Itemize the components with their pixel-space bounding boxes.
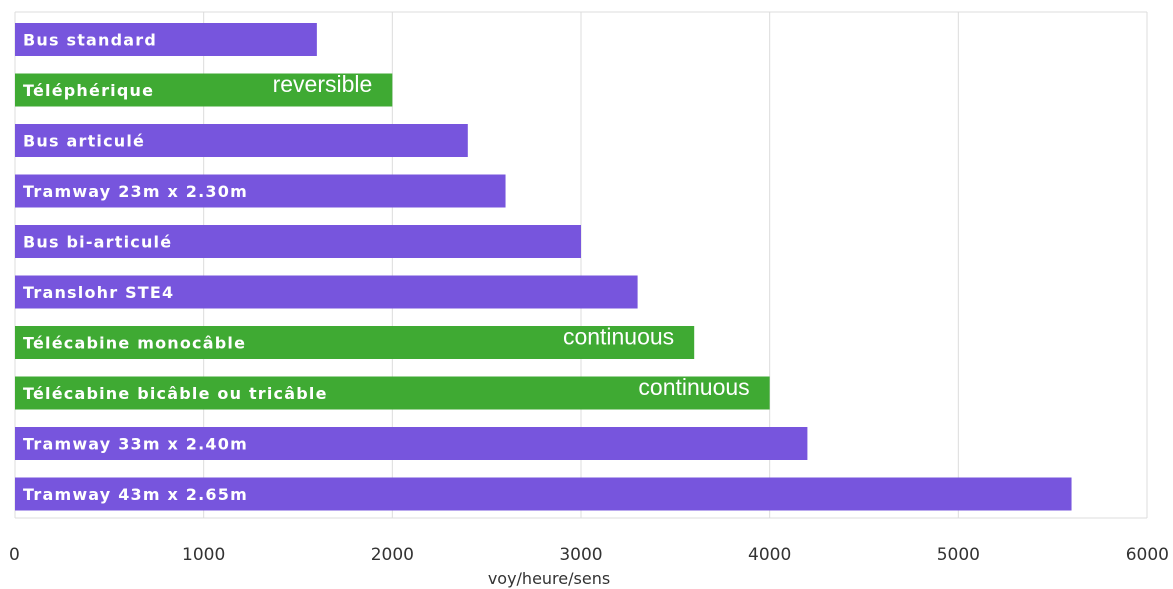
bar-group: Bus bi-articulé (15, 225, 581, 258)
bar (15, 23, 317, 56)
bars: Bus standard Téléphérique reversible Bus ar… (15, 23, 1072, 511)
x-tick-label: 1000 (182, 545, 225, 565)
x-axis-ticks: 0 1000 2000 3000 4000 5000 6000 (9, 545, 1169, 565)
x-tick-label: 5000 (937, 545, 980, 565)
bar-annotation: continuous (563, 324, 674, 350)
bar-group: Tramway 23m x 2.30m (15, 174, 506, 208)
bar (15, 225, 581, 258)
bar (15, 73, 393, 107)
x-tick-label: 3000 (559, 545, 602, 565)
bar (15, 174, 506, 208)
bar (15, 275, 638, 309)
bar (15, 326, 695, 359)
bar-group: Bus articulé (15, 124, 468, 157)
bar-label: Tramway 33m x 2.40m (23, 435, 248, 454)
bar-label: Télécabine monocâble (23, 334, 246, 353)
bar-label: Translohr STE4 (23, 283, 174, 302)
bar-label: Téléphérique (23, 81, 154, 100)
bar (15, 124, 468, 157)
x-tick-label: 6000 (1126, 545, 1169, 565)
bar (15, 376, 770, 410)
bar-group: Tramway 33m x 2.40m (15, 427, 808, 460)
bar-label: Bus articulé (23, 132, 145, 151)
x-tick-label: 2000 (371, 545, 414, 565)
bar-group: Télécabine bicâble ou tricâble continuous (15, 374, 770, 410)
x-tick-label: 4000 (748, 545, 791, 565)
bar-group: Téléphérique reversible (15, 71, 393, 107)
bar (15, 427, 808, 460)
bar-annotation: reversible (273, 71, 373, 97)
x-axis-title: voy/heure/sens (488, 569, 610, 588)
bar-label: Tramway 23m x 2.30m (23, 182, 248, 201)
bar-label: Bus bi-articulé (23, 233, 172, 252)
bar-group: Tramway 43m x 2.65m (15, 477, 1072, 511)
bar-label: Bus standard (23, 31, 157, 50)
bar-label: Télécabine bicâble ou tricâble (23, 384, 328, 403)
bar-label: Tramway 43m x 2.65m (23, 485, 248, 504)
bar-group: Télécabine monocâble continuous (15, 324, 695, 359)
bar-group: Bus standard (15, 23, 317, 56)
bar-annotation: continuous (638, 374, 749, 400)
bar (15, 477, 1072, 511)
x-tick-label: 0 (9, 545, 20, 565)
bar-group: Translohr STE4 (15, 275, 638, 309)
